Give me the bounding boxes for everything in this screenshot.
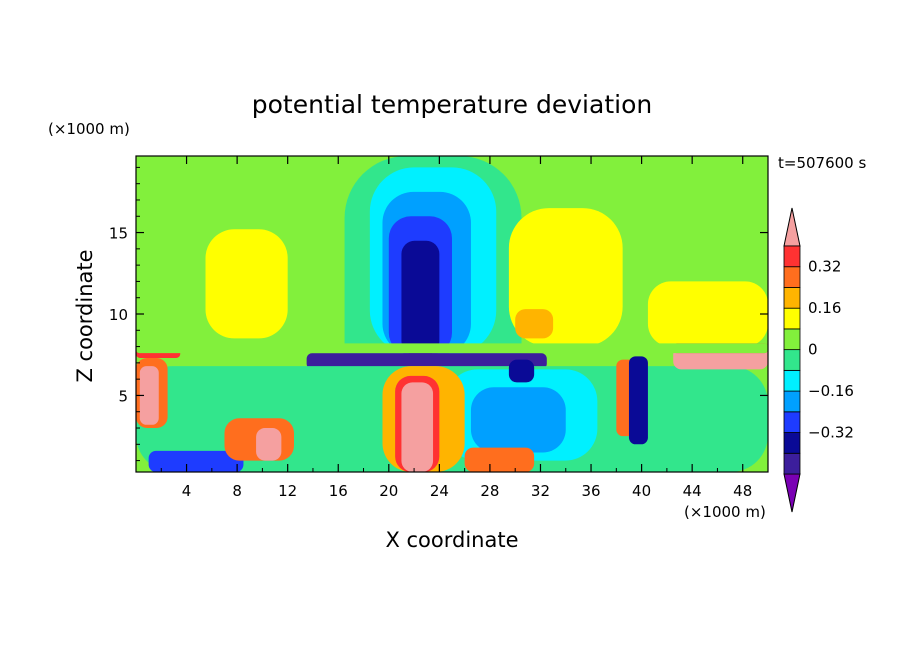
x-tick-label: 44 — [683, 482, 702, 500]
colorbar-swatch — [783, 369, 801, 392]
contour-field — [136, 156, 768, 472]
contour-region — [628, 356, 648, 445]
colorbar-swatch — [783, 287, 801, 309]
x-tick-label: 4 — [182, 482, 192, 500]
colorbar-swatch — [783, 411, 801, 433]
contour-region — [139, 366, 159, 425]
y-tick-label: 5 — [118, 387, 128, 405]
x-tick-label: 16 — [329, 482, 348, 500]
x-tick-label: 32 — [531, 482, 550, 500]
colorbar-swatch — [783, 245, 801, 268]
x-tick-label: 28 — [480, 482, 499, 500]
x-tick-label: 48 — [733, 482, 752, 500]
colorbar-tick-label: 0.16 — [808, 299, 841, 317]
contour-region — [256, 428, 282, 461]
colorbar-tick-label: −0.32 — [808, 424, 854, 442]
colorbar-tick-label: −0.16 — [808, 382, 854, 400]
contour-region — [464, 447, 535, 472]
contour-region — [508, 359, 535, 383]
contour-region — [306, 353, 547, 370]
colorbar-max-arrow — [783, 207, 801, 247]
x-axis-label: X coordinate — [385, 528, 518, 552]
y-axis: 5 10 15 — [109, 166, 768, 462]
colorbar-swatch — [783, 432, 801, 454]
chart-title: potential temperature deviation — [252, 90, 652, 119]
y-axis-unit: (×1000 m) — [48, 120, 130, 138]
x-axis-unit: (×1000 m) — [684, 503, 766, 521]
colorbar-tick-label: 0 — [808, 341, 818, 359]
contour-region — [515, 309, 554, 339]
contour-region — [401, 240, 440, 355]
contour-region — [401, 382, 434, 472]
y-axis-label: Z coordinate — [73, 249, 97, 382]
colorbar-swatch — [783, 328, 801, 351]
colorbar-tick-label: 0.32 — [808, 258, 841, 276]
contour-region — [647, 281, 768, 347]
y-tick-label: 15 — [109, 225, 128, 243]
colorbar-swatch — [783, 266, 801, 288]
contour-region — [470, 387, 566, 453]
x-tick-label: 24 — [430, 482, 449, 500]
y-tick-label: 10 — [109, 306, 128, 324]
colorbar-swatch — [783, 452, 801, 475]
contour-region — [205, 229, 288, 339]
x-tick-label: 40 — [632, 482, 651, 500]
x-tick-label: 20 — [379, 482, 398, 500]
colorbar-min-arrow — [783, 473, 801, 513]
colorbar-swatch — [783, 349, 801, 371]
time-label: t=507600 s — [778, 154, 866, 172]
contour-region — [148, 450, 244, 472]
x-tick-label: 8 — [232, 482, 242, 500]
colorbar: 0.32 0.16 0 −0.16 −0.32 — [783, 207, 854, 513]
x-axis: 4 8 12 16 20 24 28 32 36 40 44 48 — [160, 156, 752, 500]
x-tick-label: 36 — [581, 482, 600, 500]
colorbar-swatch — [783, 390, 801, 413]
contour-region — [136, 343, 768, 354]
colorbar-swatch — [783, 307, 801, 330]
x-tick-label: 12 — [278, 482, 297, 500]
